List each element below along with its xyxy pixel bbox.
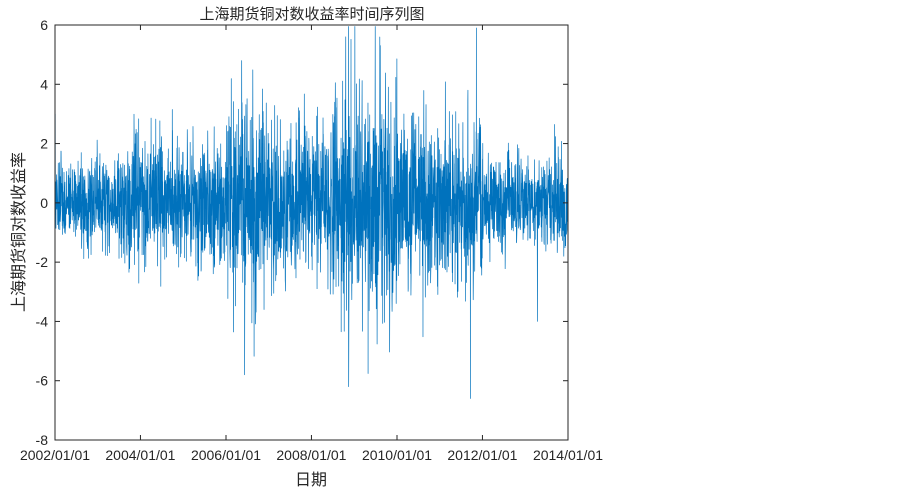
plot-series-area <box>54 26 569 399</box>
y-tick-label: 0 <box>40 195 48 211</box>
y-tick-label: -2 <box>36 254 49 270</box>
x-tick-label: 2014/01/01 <box>533 447 603 463</box>
x-tick-label: 2012/01/01 <box>447 447 517 463</box>
y-axis-title: 上海期货铜对数收益率 <box>9 152 28 312</box>
x-tick-label: 2006/01/01 <box>191 447 261 463</box>
x-axis-title: 日期 <box>295 470 327 489</box>
x-tick-label: 2004/01/01 <box>105 447 175 463</box>
y-tick-label: -8 <box>36 432 49 448</box>
x-tick-label: 2002/01/01 <box>20 447 90 463</box>
y-tick-label: -6 <box>36 373 49 389</box>
y-tick-label: 6 <box>40 17 48 33</box>
y-tick-label: -4 <box>36 313 49 329</box>
chart-title: 上海期货铜对数收益率时间序列图 <box>199 5 424 23</box>
series-line-return <box>54 26 569 399</box>
y-tick-label: 2 <box>40 136 48 152</box>
x-tick-label: 2008/01/01 <box>276 447 346 463</box>
y-tick-label: 4 <box>40 76 48 92</box>
x-tick-label: 2010/01/01 <box>362 447 432 463</box>
y-axis: 6 4 2 0 -2 -4 -6 -8 <box>36 17 568 448</box>
x-axis: 2002/01/01 2004/01/01 2006/01/01 2008/01/01… <box>20 25 603 463</box>
